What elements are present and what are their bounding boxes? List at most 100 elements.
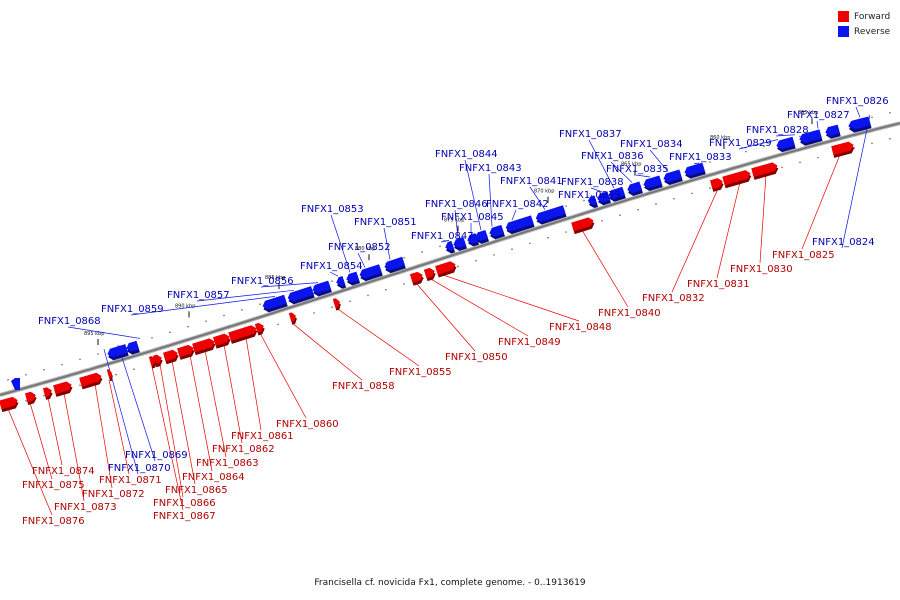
scale-dot [475,259,477,262]
gene-body [0,396,18,410]
gene-leader [488,173,493,227]
gene-leader [649,149,669,172]
gene-body [597,191,611,203]
gene-label: FNFX1_0841 [500,176,563,187]
gene-body [831,141,854,155]
gene-arrow [489,224,505,240]
gene-leader [588,139,615,189]
gene-label: FNFX1_0844 [435,149,498,160]
scale-dot [331,280,333,282]
gene-label: FNFX1_0835 [606,164,669,175]
gene-arrow [42,387,53,400]
tick-label: 865 kbp [621,162,641,168]
gene-arrow [228,325,258,344]
gene-label: FNFX1_0876 [22,516,85,527]
scale-dot [727,155,729,158]
gene-label: FNFX1_0838 [561,177,624,188]
gene-label: FNFX1_0826 [826,96,889,107]
gene-leader [529,186,546,210]
gene-leader [171,360,196,485]
gene-leader [223,344,243,444]
scale-dot [673,197,675,200]
gene-label: FNFX1_0863 [196,458,259,469]
scale-dot [421,251,423,253]
gene-body [751,162,778,178]
gene-leader [94,383,113,489]
scale-dot [457,265,459,268]
scale-dot [187,325,189,328]
scale-dot [619,214,621,217]
gene-label: FNFX1_0865 [165,485,228,496]
gene-leader [357,252,366,268]
gene-leader [329,271,339,277]
scale-dot [367,294,369,297]
leader-lines [7,106,871,516]
gene-leader [440,240,450,243]
backbone-line [0,122,900,396]
gene-leader [855,106,861,118]
gene-body [126,340,140,352]
gene-leader [693,162,700,165]
gene-arrow [684,162,706,179]
gene-arrow [24,391,37,405]
scale-dot [529,242,531,245]
gene-label: FNFX1_0852 [328,242,391,253]
gene-leader [336,308,420,367]
gene-body [148,356,156,366]
gene-leader [108,379,130,475]
gene-leader [159,364,184,498]
gene-leader [759,174,767,264]
gene-body [107,344,128,358]
gene-leader [587,194,593,202]
gene-arrow [106,369,113,382]
reverse-swatch [838,26,849,37]
scale-dot [799,161,801,164]
gene-leader [671,188,719,293]
scale-dot [25,373,27,376]
gene-label: FNFX1_0831 [687,279,750,290]
scale-dot [709,187,711,189]
gene-body [453,237,467,249]
gene-leader [581,229,629,308]
gene-arrow [254,322,265,336]
gene-label: FNFX1_0850 [445,352,508,363]
scale-dot [871,142,873,145]
gene-label: FNFX1_0860 [276,419,339,430]
gene-arrow [11,378,20,390]
scale-dot [565,205,567,207]
scale-dot [871,116,873,119]
gene-body [79,372,102,387]
gene-arrow [0,396,19,413]
scale-dot [313,312,315,314]
gene-leader [801,154,841,250]
gene-arrow [597,191,611,206]
gene-leader [441,274,580,322]
gene-leader [716,182,741,279]
gene-arrow [162,349,179,365]
gene-body [799,129,822,143]
gene-body [722,170,751,186]
gene-body [709,178,723,189]
gene-arrow [346,271,361,286]
gene-body [467,233,479,244]
scale-dot [241,309,243,311]
scale-dot [547,236,549,239]
scale-dot [763,145,765,148]
tick-label: 895 kbp [84,331,104,337]
scale-dot [223,314,225,317]
gene-label: FNFX1_0834 [620,139,683,150]
gene-leader [196,289,295,302]
tick-label: 890 kbp [175,303,195,309]
gene-leader [816,120,819,129]
gene-label: FNFX1_0875 [22,480,85,491]
gene-arrow [148,356,157,369]
gene-label: FNFX1_0836 [581,151,644,162]
tick-label: 855 kbp [798,110,818,116]
gene-body [535,205,566,222]
gene-body [332,298,340,308]
gene-label: FNFX1_0858 [332,381,395,392]
scale-dot [115,373,117,376]
gene-arrow [608,186,626,202]
tick-label: 875 kbp [444,217,464,223]
